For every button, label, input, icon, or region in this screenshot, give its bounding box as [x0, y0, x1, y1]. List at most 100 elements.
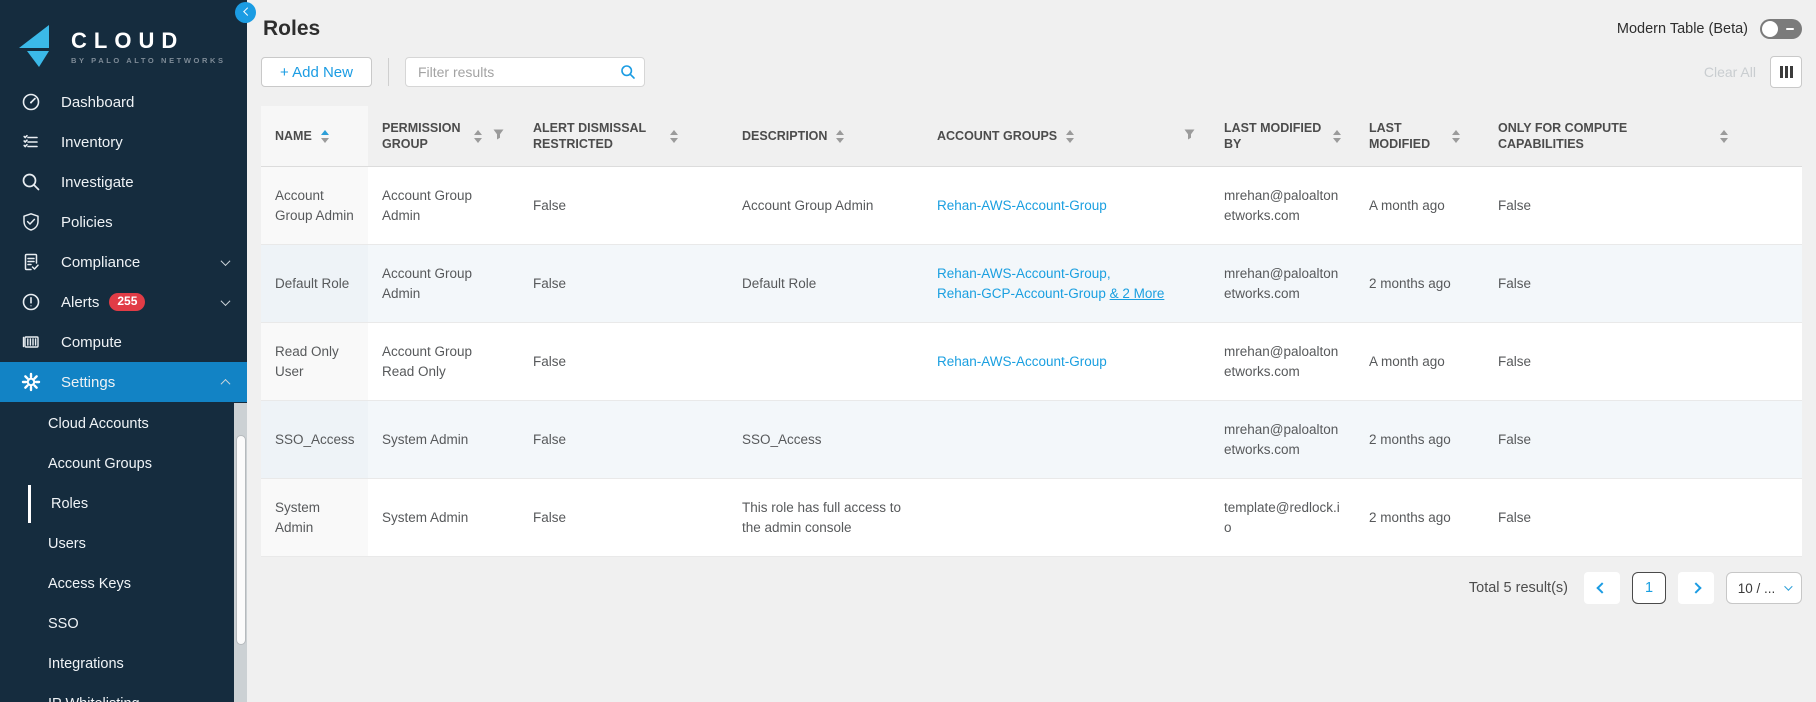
add-new-button[interactable]: + Add New — [261, 57, 372, 87]
chevron-down-icon — [220, 255, 231, 266]
cell-last-modified: 2 months ago — [1355, 400, 1484, 479]
table-row[interactable]: Default Role Account Group Admin False D… — [261, 244, 1802, 323]
settings-submenu: Cloud Accounts Account Groups Roles User… — [0, 402, 247, 702]
cell-only-for-compute: False — [1484, 166, 1802, 245]
column-header-last-modified[interactable]: LAST MODIFIED — [1355, 106, 1484, 167]
toolbar: + Add New Clear All — [261, 56, 1802, 88]
column-header-account-groups[interactable]: ACCOUNT GROUPS — [923, 106, 1210, 167]
sidebar-item-policies[interactable]: Policies — [0, 202, 247, 242]
sidebar-item-ip-whitelisting[interactable]: IP Whitelisting — [0, 684, 247, 702]
sort-arrows-icon[interactable] — [670, 129, 678, 143]
sort-arrows-icon[interactable] — [1333, 129, 1341, 143]
sidebar-item-dashboard[interactable]: Dashboard — [0, 82, 247, 122]
column-header-only-for-compute[interactable]: ONLY FOR COMPUTE CAPABILITIES — [1484, 106, 1802, 167]
sidebar-nav: Dashboard Inventory Investigate — [0, 82, 247, 402]
chevron-down-icon — [1784, 582, 1793, 591]
filter-funnel-icon[interactable] — [482, 128, 505, 144]
page-size-dropdown[interactable]: 10 / ... — [1726, 572, 1802, 604]
sidebar-item-access-keys[interactable]: Access Keys — [0, 564, 247, 604]
modern-table-control: Modern Table (Beta) — [1617, 19, 1802, 39]
cell-name: Account Group Admin — [261, 166, 368, 245]
sidebar-item-roles[interactable]: Roles — [0, 484, 247, 524]
sidebar-item-alerts[interactable]: Alerts 255 — [0, 282, 247, 322]
cell-only-for-compute: False — [1484, 244, 1802, 323]
previous-page-button[interactable] — [1584, 572, 1620, 604]
cell-description: This role has full access to the admin c… — [728, 478, 923, 557]
account-group-link[interactable]: Rehan-AWS-Account-Group — [937, 197, 1107, 213]
column-header-permission-group[interactable]: PERMISSION GROUP — [368, 106, 519, 167]
next-page-button[interactable] — [1678, 572, 1714, 604]
cell-description: SSO_Access — [728, 400, 923, 479]
chevron-up-icon — [220, 378, 231, 389]
sidebar-item-label: Investigate — [61, 173, 134, 191]
compliance-doc-icon — [20, 252, 42, 272]
table-row[interactable]: Account Group Admin Account Group Admin … — [261, 166, 1802, 245]
cell-last-modified-by: mrehan@paloaltonetworks.com — [1210, 322, 1355, 401]
cell-description: Default Role — [728, 244, 923, 323]
cell-only-for-compute: False — [1484, 478, 1802, 557]
cell-name: Read Only User — [261, 322, 368, 401]
cell-name: SSO_Access — [261, 400, 368, 479]
cell-only-for-compute: False — [1484, 400, 1802, 479]
alerts-icon — [20, 292, 42, 312]
pagination-bar: Total 5 result(s) 1 10 / ... — [261, 570, 1802, 606]
column-header-alert-dismissal[interactable]: ALERT DISMISSAL RESTRICTED — [519, 106, 728, 167]
account-group-link[interactable]: Rehan-AWS-Account-Group — [937, 353, 1107, 369]
policies-shield-icon — [20, 212, 42, 232]
settings-gear-icon — [20, 372, 42, 392]
sidebar-item-inventory[interactable]: Inventory — [0, 122, 247, 162]
filter-funnel-icon[interactable] — [1173, 128, 1196, 144]
table-row[interactable]: Read Only User Account Group Read Only F… — [261, 322, 1802, 401]
sidebar-item-sso[interactable]: SSO — [0, 604, 247, 644]
cell-account-groups: Rehan-AWS-Account-Group — [923, 166, 1210, 245]
sort-arrows-icon[interactable] — [474, 129, 482, 143]
cell-alert-dismissal: False — [519, 166, 728, 245]
sidebar-item-settings[interactable]: Settings — [0, 362, 247, 402]
sidebar-scrollbar-thumb[interactable] — [236, 435, 246, 645]
sort-arrows-icon[interactable] — [1720, 129, 1728, 143]
sidebar: CLOUD BY PALO ALTO NETWORKS Dashboard — [0, 0, 247, 702]
column-settings-button[interactable] — [1770, 56, 1802, 88]
cell-only-for-compute: False — [1484, 322, 1802, 401]
sort-arrows-icon[interactable] — [1452, 129, 1460, 143]
cell-name: Default Role — [261, 244, 368, 323]
sort-arrows-icon[interactable] — [320, 129, 329, 143]
page-title: Roles — [263, 17, 321, 40]
logo-title: CLOUD — [71, 28, 185, 54]
cell-permission-group: Account Group Admin — [368, 244, 519, 323]
sidebar-item-account-groups[interactable]: Account Groups — [0, 444, 247, 484]
column-header-last-modified-by[interactable]: LAST MODIFIED BY — [1210, 106, 1355, 167]
account-group-link[interactable]: Rehan-AWS-Account-Group, — [937, 265, 1111, 281]
table-row[interactable]: SSO_Access System Admin False SSO_Access… — [261, 400, 1802, 479]
submenu-label: Account Groups — [48, 456, 152, 472]
sidebar-item-compliance[interactable]: Compliance — [0, 242, 247, 282]
table-row[interactable]: System Admin System Admin False This rol… — [261, 478, 1802, 557]
sidebar-item-compute[interactable]: Compute — [0, 322, 247, 362]
sort-arrows-icon[interactable] — [1066, 129, 1075, 143]
sidebar-item-label: Inventory — [61, 133, 123, 151]
account-group-link[interactable]: Rehan-GCP-Account-Group & 2 More — [937, 285, 1165, 301]
sidebar-collapse-button[interactable] — [235, 2, 256, 23]
alerts-count-badge: 255 — [109, 293, 146, 311]
sidebar-item-users[interactable]: Users — [0, 524, 247, 564]
sidebar-item-label: Compliance — [61, 253, 141, 271]
table-header-row: NAME PERMISSION GROUP — [261, 106, 1802, 167]
submenu-label: Roles — [51, 496, 89, 512]
sidebar-item-cloud-accounts[interactable]: Cloud Accounts — [0, 404, 247, 444]
clear-all-link[interactable]: Clear All — [1703, 64, 1756, 80]
filter-input[interactable] — [404, 57, 645, 87]
submenu-label: Cloud Accounts — [48, 416, 149, 432]
sidebar-item-investigate[interactable]: Investigate — [0, 162, 247, 202]
submenu-label: IP Whitelisting — [48, 696, 140, 702]
submenu-label: Integrations — [48, 656, 124, 672]
sidebar-item-label: Settings — [61, 373, 116, 391]
column-header-name[interactable]: NAME — [261, 106, 368, 167]
sidebar-scrollbar[interactable] — [234, 403, 247, 702]
column-header-description[interactable]: DESCRIPTION — [728, 106, 923, 167]
current-page-button[interactable]: 1 — [1632, 572, 1666, 604]
sidebar-item-integrations[interactable]: Integrations — [0, 644, 247, 684]
cell-last-modified-by: mrehan@paloaltonetworks.com — [1210, 244, 1355, 323]
modern-table-toggle[interactable] — [1760, 19, 1802, 39]
sort-arrows-icon[interactable] — [836, 129, 845, 143]
